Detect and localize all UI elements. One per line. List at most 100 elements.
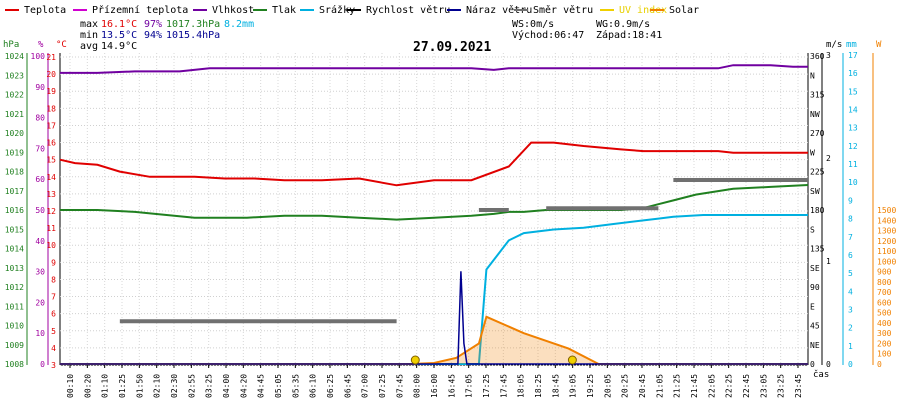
- temp-axis-tick-label: 14: [46, 173, 56, 182]
- stat-avg-temp: 14.9°C: [101, 41, 137, 52]
- stat-min-hum: 94%: [144, 30, 162, 41]
- x-tick-label: 06:10: [309, 374, 318, 398]
- w-tick-label: 500: [877, 309, 892, 318]
- stat-min-temp: 13.5°C: [101, 30, 137, 41]
- w-tick-label: 300: [877, 329, 892, 338]
- pct-axis-tick-label: 90: [35, 83, 45, 92]
- legend-label: UV index: [619, 5, 667, 16]
- temp-axis-tick-label: 11: [46, 224, 56, 233]
- x-tick-label: 23:25: [777, 374, 786, 398]
- hpa-axis-tick-label: 1023: [5, 71, 24, 80]
- pct-axis-tick-label: 50: [35, 206, 45, 215]
- pct-axis-tick-label: 0: [40, 360, 45, 369]
- x-tick-label: 18:45: [551, 374, 560, 398]
- w-tick-label: 1200: [877, 237, 896, 246]
- hpa-axis-tick-label: 1018: [5, 168, 24, 177]
- dir-tick-label: 225: [810, 168, 825, 177]
- ms-tick-label: 0: [826, 360, 831, 369]
- ms-tick-label: 1: [826, 257, 831, 266]
- dir-tick-label: NW: [810, 110, 820, 119]
- mm-tick-label: 10: [848, 178, 858, 187]
- dir-tick-label: W: [810, 148, 815, 157]
- x-tick-label: 20:05: [603, 374, 612, 398]
- x-tick-label: 23:45: [794, 374, 803, 398]
- stat-max-press: 1017.3hPa: [166, 19, 220, 30]
- temp-axis-tick-label: 10: [46, 241, 56, 250]
- hpa-axis-tick-label: 1017: [5, 187, 24, 196]
- uv-marker: [567, 355, 577, 365]
- temp-axis-tick-label: 20: [46, 70, 56, 79]
- w-tick-label: 900: [877, 268, 892, 277]
- series-naraz-vetru: [60, 271, 808, 365]
- hpa-axis-tick-label: 1009: [5, 341, 24, 350]
- mm-tick-label: 6: [848, 251, 853, 260]
- x-tick-label: 22:05: [707, 374, 716, 398]
- x-tick-label: 21:05: [655, 374, 664, 398]
- mm-tick-label: 1: [848, 342, 853, 351]
- stat-min-press: 1015.4hPa: [166, 30, 220, 41]
- mm-tick-label: 8: [848, 215, 853, 224]
- w-tick-label: 100: [877, 350, 892, 359]
- hpa-axis-tick-label: 1011: [5, 302, 24, 311]
- w-tick-label: 1400: [877, 216, 896, 225]
- x-tick-label: 03:25: [205, 374, 214, 398]
- mm-tick-label: 3: [848, 305, 853, 314]
- temp-axis-tick-label: 13: [46, 190, 56, 199]
- pct-axis-unit: %: [38, 40, 44, 50]
- temp-axis-unit: °C: [56, 40, 67, 50]
- dir-tick-label: 0: [810, 360, 815, 369]
- temp-axis-tick-label: 16: [46, 139, 56, 148]
- mm-tick-label: 7: [848, 233, 853, 242]
- w-tick-label: 0: [877, 360, 882, 369]
- w-tick-label: 1100: [877, 247, 896, 256]
- temp-axis-tick-label: 8: [51, 275, 56, 284]
- x-tick-label: 02:30: [170, 374, 179, 398]
- hpa-axis-tick-label: 1024: [5, 52, 24, 61]
- stat-ws: WS:0m/s: [512, 19, 554, 30]
- x-tick-label: 19:25: [586, 374, 595, 398]
- temp-axis-tick-label: 6: [51, 310, 56, 319]
- dir-tick-label: SE: [810, 264, 820, 273]
- mm-tick-label: 12: [848, 142, 858, 151]
- x-tick-label: 00:20: [83, 374, 92, 398]
- x-tick-label: 00:10: [66, 374, 75, 398]
- hpa-axis-tick-label: 1019: [5, 148, 24, 157]
- stat-avg-label: avg: [80, 41, 98, 52]
- ms-tick-label: 3: [826, 51, 831, 60]
- stat-wg: WG:0.9m/s: [596, 19, 650, 30]
- stat-sunrise: Východ:06:47: [512, 29, 584, 41]
- chart-series: [59, 64, 809, 365]
- pct-axis-tick-label: 10: [35, 329, 45, 338]
- x-tick-label: 22:25: [725, 374, 734, 398]
- x-tick-label: 06:45: [343, 374, 352, 398]
- pct-axis-tick-label: 60: [35, 175, 45, 184]
- temp-axis-tick-label: 12: [46, 207, 56, 216]
- series-tlak: [60, 184, 809, 221]
- mm-tick-label: 9: [848, 196, 853, 205]
- hpa-axis-tick-label: 1022: [5, 91, 24, 100]
- dir-tick-label: S: [810, 225, 815, 234]
- mm-tick-label: 11: [848, 160, 858, 169]
- temp-axis-tick-label: 3: [51, 361, 56, 370]
- mm-tick-label: 2: [848, 324, 853, 333]
- x-tick-label: 05:35: [291, 374, 300, 398]
- mm-tick-label: 5: [848, 269, 853, 278]
- x-tick-label: 18:25: [534, 374, 543, 398]
- x-tick-label: 16:00: [430, 374, 439, 398]
- stat-sunset: Západ:18:41: [596, 29, 662, 41]
- legend-label: Rychlost větru: [366, 4, 450, 16]
- x-tick-label: 04:20: [239, 374, 248, 398]
- dir-tick-label: SW: [810, 187, 820, 196]
- mm-axis-unit: mm: [846, 40, 857, 50]
- w-tick-label: 1300: [877, 227, 896, 236]
- mm-tick-label: 13: [848, 124, 858, 133]
- temp-axis-tick-label: 7: [51, 293, 56, 302]
- dir-tick-label: 135: [810, 245, 825, 254]
- w-axis-unit: W: [876, 40, 882, 50]
- x-tick-label: 21:25: [673, 374, 682, 398]
- dir-tick-label: 90: [810, 283, 820, 292]
- chart-axes: 00:10 00:20 01:10 01:25 01:50 02:10 02:30 02:55…: [3, 40, 896, 398]
- stat-max-temp: 16.1°C: [101, 19, 137, 30]
- x-tick-label: 16:45: [447, 374, 456, 398]
- series-teplota: [59, 141, 808, 187]
